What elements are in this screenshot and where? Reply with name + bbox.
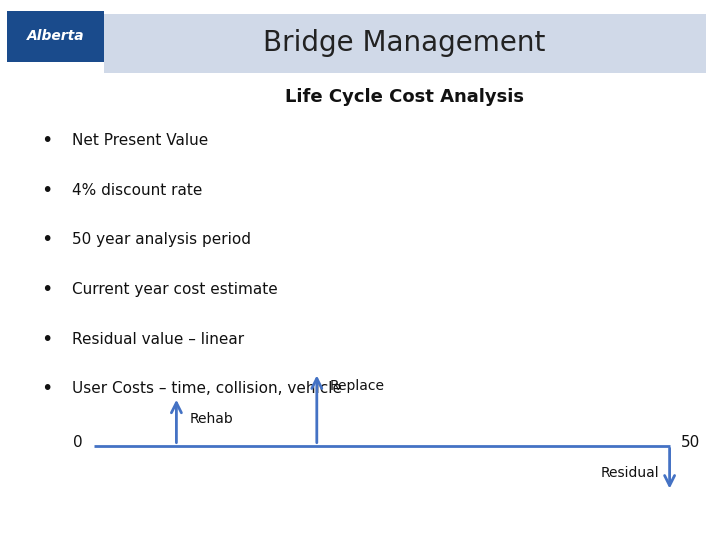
- Text: Bridge Management: Bridge Management: [264, 29, 546, 57]
- Text: Life Cycle Cost Analysis: Life Cycle Cost Analysis: [285, 88, 524, 106]
- Text: Alberta: Alberta: [27, 29, 84, 43]
- Text: Current year cost estimate: Current year cost estimate: [72, 282, 278, 297]
- Text: •: •: [41, 230, 53, 249]
- Text: •: •: [41, 329, 53, 349]
- Text: •: •: [41, 180, 53, 200]
- Text: •: •: [41, 131, 53, 150]
- Text: Residual: Residual: [600, 466, 659, 480]
- Text: 0: 0: [73, 435, 83, 450]
- Text: User Costs – time, collision, vehicle: User Costs – time, collision, vehicle: [72, 381, 342, 396]
- Text: •: •: [41, 280, 53, 299]
- Text: Replace: Replace: [330, 379, 384, 393]
- FancyBboxPatch shape: [104, 14, 706, 73]
- FancyBboxPatch shape: [7, 11, 104, 62]
- Text: Net Present Value: Net Present Value: [72, 133, 208, 148]
- Text: 50: 50: [680, 435, 700, 450]
- Text: Rehab: Rehab: [189, 412, 233, 426]
- Text: •: •: [41, 379, 53, 399]
- Text: Residual value – linear: Residual value – linear: [72, 332, 244, 347]
- Text: 50 year analysis period: 50 year analysis period: [72, 232, 251, 247]
- Text: 4% discount rate: 4% discount rate: [72, 183, 202, 198]
